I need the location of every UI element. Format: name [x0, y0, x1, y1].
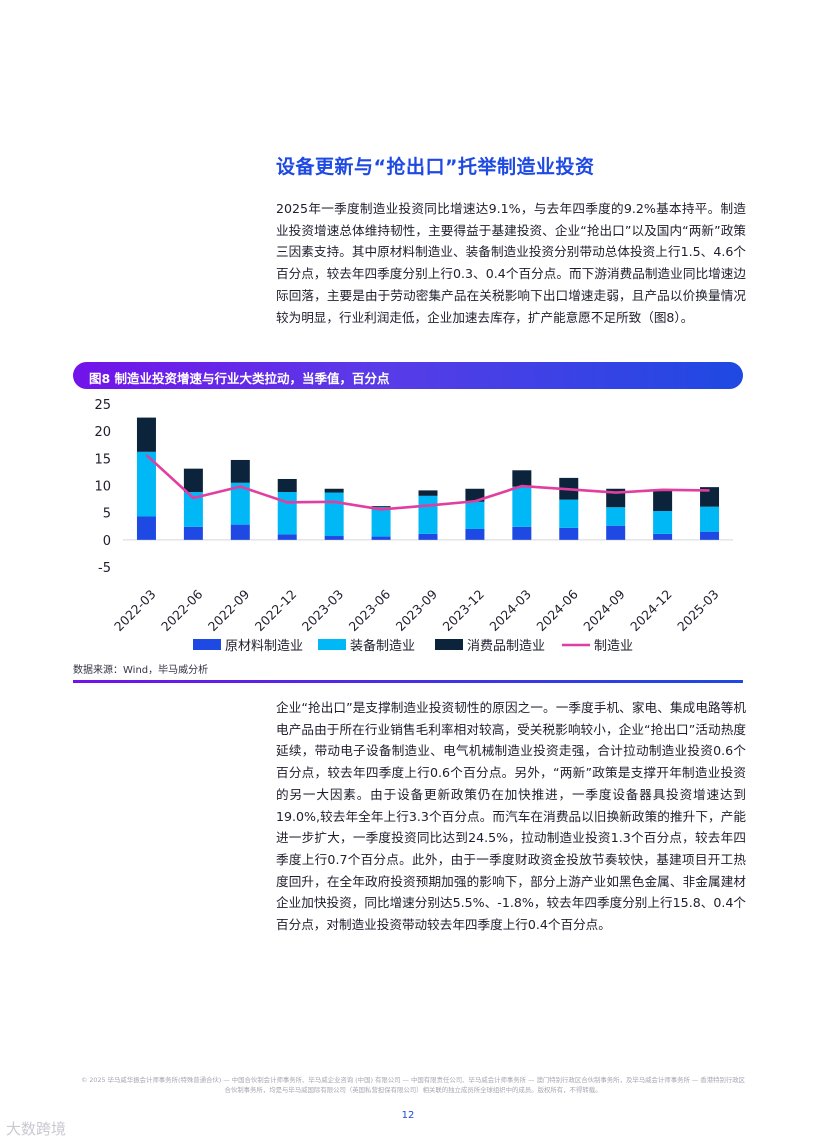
bar-segment	[512, 486, 532, 527]
bar-segment	[465, 501, 485, 529]
copyright-footer: © 2025 毕马威华振会计师事务所(特殊普通合伙) — 中国合伙制会计师事务所…	[80, 1076, 746, 1094]
x-tick-label: 2024-03	[486, 587, 534, 635]
legend-label: 装备制造业	[350, 638, 415, 654]
bar-segment	[277, 534, 297, 540]
watermark-text: 大数跨境	[6, 1120, 67, 1138]
figure-header-bar: 图8 制造业投资增速与行业大类拉动，当季值，百分点	[73, 362, 743, 389]
x-tick-label: 2022-09	[205, 586, 253, 634]
bar-segment	[371, 506, 391, 508]
bar-segment	[136, 451, 156, 517]
x-tick-label: 2023-06	[346, 586, 394, 634]
x-tick-label: 2023-12	[440, 587, 488, 635]
y-tick-label: 5	[103, 507, 111, 522]
bar-segment	[277, 478, 297, 493]
line-series-manufacturing	[145, 454, 710, 511]
bar-segment	[418, 495, 438, 534]
legend-label: 制造业	[594, 639, 633, 654]
legend-label: 消费品制造业	[467, 639, 545, 654]
bar-segment	[465, 528, 485, 540]
legend-swatch	[318, 639, 346, 650]
bar-segment	[183, 468, 203, 493]
bar-segment	[371, 536, 391, 540]
x-tick-label: 2024-12	[627, 587, 675, 635]
bar-segment	[700, 506, 720, 532]
x-tick-label: 2025-03	[674, 587, 722, 635]
x-tick-label: 2022-03	[111, 587, 159, 635]
body-paragraph-2: 企业“抢出口”是支撑制造业投资韧性的原因之一。一季度手机、家电、集成电路等机电产…	[276, 700, 746, 933]
y-tick-label: 25	[94, 398, 111, 413]
bar-segment	[371, 507, 391, 537]
y-tick-label: 20	[94, 425, 111, 440]
figure-title: 图8 制造业投资增速与行业大类拉动，当季值，百分点	[89, 371, 390, 386]
x-tick-label: 2024-09	[580, 586, 628, 634]
bar-segment	[136, 516, 156, 540]
bar-segment	[324, 536, 344, 540]
bar-segment	[700, 487, 720, 507]
bar-segment	[324, 488, 344, 493]
bar-segment	[559, 527, 579, 540]
x-tick-label: 2022-12	[252, 587, 300, 635]
bar-segment	[136, 417, 156, 452]
bar-segment	[418, 533, 438, 540]
figure-divider	[73, 680, 743, 683]
bar-segment	[230, 482, 250, 525]
body-paragraph-1: 2025年一季度制造业投资同比增速达9.1%，与去年四季度的9.2%基本持平。制…	[276, 201, 746, 325]
legend-label: 原材料制造业	[225, 639, 303, 654]
y-tick-label: 0	[103, 534, 111, 549]
x-tick-label: 2023-09	[393, 586, 441, 634]
bar-segment	[230, 524, 250, 540]
bar-segment	[418, 490, 438, 496]
y-tick-label: 15	[94, 452, 111, 467]
section-title: 设备更新与“抢出口”托举制造业投资	[276, 156, 595, 178]
legend-swatch	[193, 639, 221, 650]
bar-segment	[559, 499, 579, 528]
bar-segment	[183, 492, 203, 527]
x-tick-label: 2022-06	[158, 586, 206, 634]
y-tick-label: -5	[98, 561, 111, 576]
x-tick-label: 2023-03	[299, 587, 347, 635]
bar-segment	[700, 531, 720, 540]
legend-swatch	[435, 639, 463, 650]
bar-segment	[512, 470, 532, 487]
bar-segment	[653, 533, 673, 540]
bar-segment	[230, 459, 250, 483]
bar-segment	[512, 526, 532, 540]
bar-segment	[183, 526, 203, 540]
bar-segment	[277, 492, 297, 535]
bar-segment	[653, 489, 673, 512]
bar-segment	[606, 507, 626, 526]
x-tick-label: 2024-06	[533, 586, 581, 634]
y-tick-label: 10	[94, 480, 111, 495]
bar-segment	[324, 492, 344, 537]
bar-segment	[653, 511, 673, 534]
bar-segment	[606, 525, 626, 540]
page-number: 12	[401, 1110, 415, 1121]
figure-source: 数据来源：Wind，毕马威分析	[73, 665, 209, 676]
